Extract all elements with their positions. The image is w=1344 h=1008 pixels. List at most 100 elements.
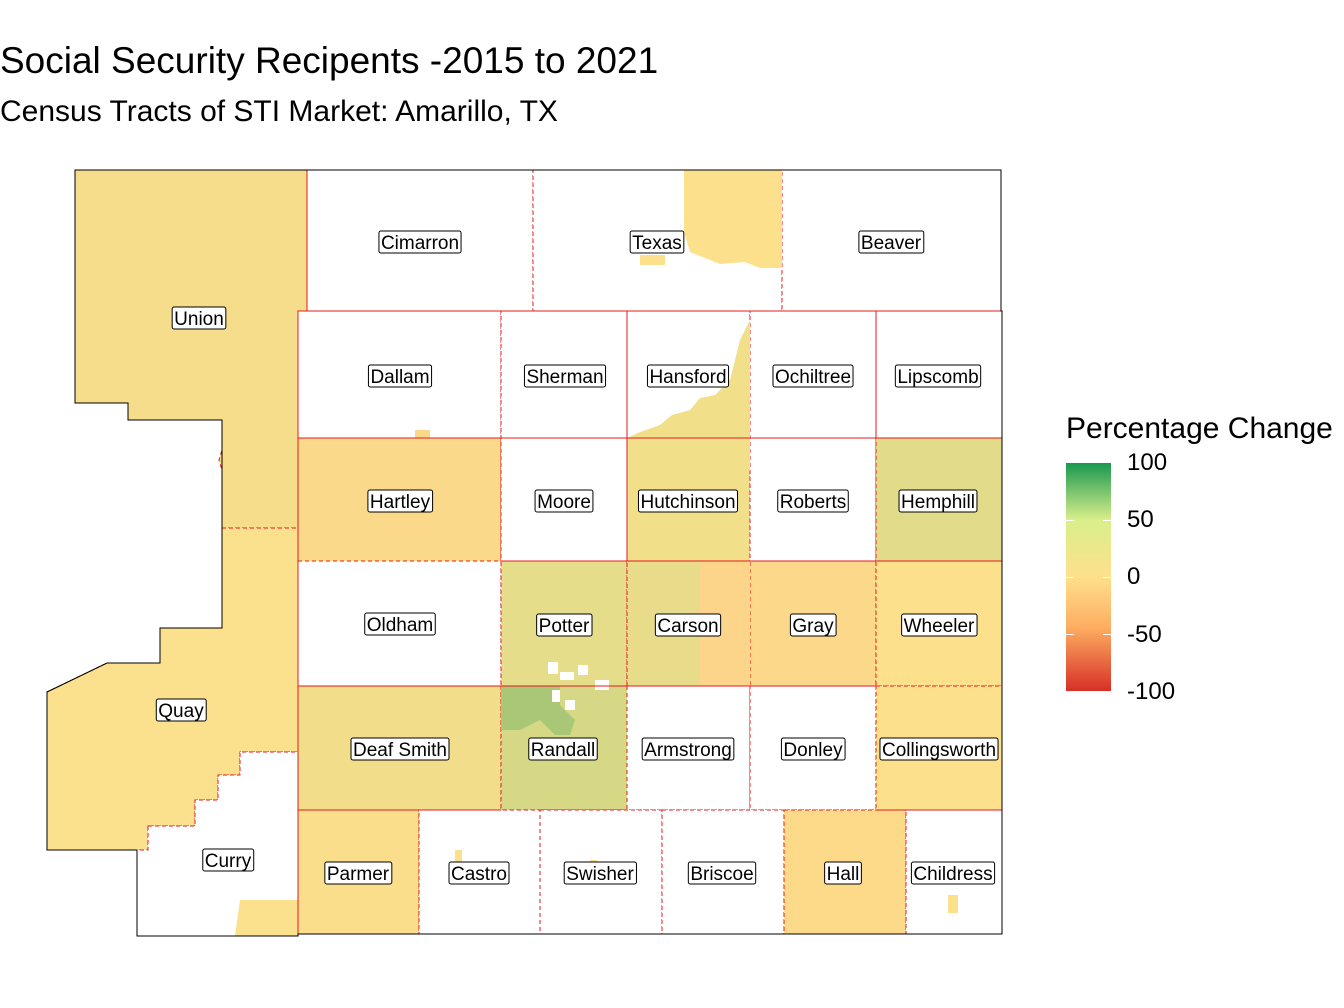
county-label-text: Briscoe (690, 864, 753, 885)
legend-tick-mark (1066, 520, 1074, 521)
county-label-text: Union (174, 309, 224, 330)
county-label-deaf-smith: Deaf Smith (350, 737, 450, 761)
county-label-text: Ochiltree (775, 367, 851, 388)
county-label-text: Cimarron (381, 233, 459, 254)
label-box (448, 861, 510, 885)
county-label-text: Hartley (370, 492, 431, 513)
tract-patch (700, 561, 750, 686)
county-label-text: Swisher (566, 864, 634, 885)
county-label-text: Lipscomb (897, 367, 978, 388)
label-box (780, 737, 846, 761)
label-box (563, 861, 637, 885)
county-label-wheeler: Wheeler (901, 613, 978, 637)
label-box (171, 306, 227, 330)
label-box (637, 489, 739, 513)
county-label-text: Beaver (861, 233, 922, 254)
county-label-hall: Hall (824, 861, 862, 885)
label-box (824, 861, 862, 885)
legend-title: Percentage Change (1066, 412, 1333, 445)
label-box (898, 489, 978, 513)
county-label-text: Donley (783, 740, 843, 761)
label-box (155, 698, 207, 722)
legend-tick-mark (1103, 520, 1111, 521)
county-label-childress: Childress (910, 861, 996, 885)
county-label-union: Union (171, 306, 227, 330)
county-label-text: Hansford (649, 367, 726, 388)
county-label-hansford: Hansford (646, 364, 730, 388)
county-label-briscoe: Briscoe (687, 861, 757, 885)
legend-tick: 0 (1127, 563, 1141, 590)
label-box (629, 230, 685, 254)
county-union (74, 169, 308, 529)
label-box (367, 364, 433, 388)
county-label-hartley: Hartley (367, 489, 434, 513)
no-data-tract (595, 680, 609, 690)
county-label-text: Deaf Smith (353, 740, 447, 761)
label-box (324, 861, 393, 885)
label-box (534, 489, 594, 513)
label-box (523, 364, 607, 388)
county-label-text: Oldham (367, 615, 434, 636)
county-label-moore: Moore (534, 489, 594, 513)
label-box (789, 613, 837, 637)
label-box (901, 613, 978, 637)
county-label-parmer: Parmer (324, 861, 393, 885)
legend-tick: -50 (1127, 621, 1162, 648)
county-label-cimarron: Cimarron (378, 230, 462, 254)
county-label-text: Curry (205, 851, 252, 872)
label-box (777, 489, 849, 513)
county-borders (46, 169, 1003, 937)
legend-tick: 50 (1127, 506, 1154, 533)
no-data-tract (552, 690, 560, 702)
no-data-tract (578, 665, 588, 675)
tract-patch (235, 900, 298, 936)
no-data-tract (560, 672, 574, 680)
county-label-text: Childress (913, 864, 992, 885)
label-box (364, 612, 436, 636)
county-label-beaver: Beaver (858, 230, 925, 254)
county-labels: Union Quay Curry Cimarron Texas Beaver Dallam S… (155, 230, 999, 885)
county-label-text: Armstrong (644, 740, 732, 761)
legend-tick-mark (1103, 634, 1111, 635)
county-label-text: Carson (657, 616, 718, 637)
legend-tick: 100 (1127, 449, 1168, 476)
legend-tick: -100 (1127, 678, 1176, 705)
county-label-hemphill: Hemphill (898, 489, 978, 513)
county-label-text: Wheeler (904, 616, 975, 637)
label-box (646, 364, 730, 388)
county-label-text: Texas (632, 233, 682, 254)
county-label-oldham: Oldham (364, 612, 436, 636)
no-data-tract (565, 700, 575, 710)
tract-patch (948, 895, 958, 913)
county-label-ochiltree: Ochiltree (772, 364, 854, 388)
map-title: Social Security Recipents -2015 to 2021 (0, 40, 659, 81)
label-box (536, 613, 593, 637)
county-label-gray: Gray (789, 613, 837, 637)
label-box (879, 737, 999, 761)
label-box (367, 489, 434, 513)
label-box (772, 364, 854, 388)
label-box (910, 861, 996, 885)
county-label-text: Hall (827, 864, 860, 885)
county-label-randall: Randall (528, 737, 598, 761)
county-label-texas: Texas (629, 230, 685, 254)
county-regions (46, 169, 1003, 937)
county-label-dallam: Dallam (367, 364, 433, 388)
map-outline (46, 169, 1003, 937)
legend-tick-mark (1066, 577, 1074, 578)
county-label-text: Collingsworth (882, 740, 996, 761)
label-box (858, 230, 925, 254)
county-label-collingsworth: Collingsworth (879, 737, 999, 761)
county-label-hutchinson: Hutchinson (637, 489, 739, 513)
county-label-text: Roberts (780, 492, 847, 513)
tract-patches (235, 170, 958, 936)
county-label-roberts: Roberts (777, 489, 849, 513)
tract-patch (684, 170, 782, 268)
county-label-donley: Donley (780, 737, 846, 761)
legend-tick-mark (1103, 577, 1111, 578)
county-label-curry: Curry (202, 848, 255, 872)
county-label-carson: Carson (654, 613, 722, 637)
county-label-text: Gray (792, 616, 834, 637)
label-box (894, 364, 982, 388)
